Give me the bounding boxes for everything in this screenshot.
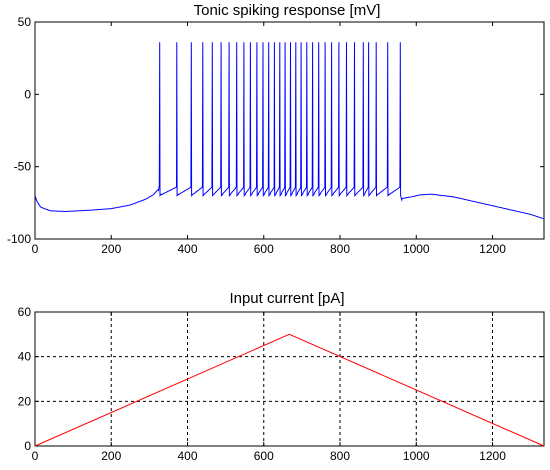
- current-ramp-line: [34, 333, 545, 447]
- voltage-x-tick-label: 800: [330, 242, 350, 256]
- voltage-x-tick-label: 400: [177, 242, 197, 256]
- current-chart-title: Input current [pA]: [229, 290, 344, 307]
- current-x-tick-label: 0: [32, 449, 39, 463]
- voltage-x-tick-label: 1200: [479, 242, 506, 256]
- current-panel: Input current [pA] 0 200 400 600 800 1000 1200…: [18, 290, 545, 463]
- current-y-tick-label: 60: [18, 305, 32, 319]
- current-y-tick-label: 20: [18, 394, 32, 408]
- voltage-x-tick-label: 600: [254, 242, 274, 256]
- voltage-y-tick-label: -100: [7, 232, 31, 246]
- voltage-x-tick-label: 0: [32, 242, 39, 256]
- current-x-tick-label: 800: [330, 449, 350, 463]
- current-x-tick-label: 200: [101, 449, 121, 463]
- current-y-tick-label: 0: [24, 439, 31, 453]
- voltage-y-tick-label: 50: [18, 15, 32, 29]
- current-x-tick-label: 600: [254, 449, 274, 463]
- voltage-x-tick-label: 1000: [403, 242, 430, 256]
- voltage-chart-title: Tonic spiking response [mV]: [194, 2, 381, 19]
- voltage-y-tick-label: 0: [24, 87, 31, 101]
- voltage-trace-line: [34, 42, 545, 220]
- current-x-tick-label: 400: [177, 449, 197, 463]
- current-y-tick-label: 40: [18, 350, 32, 364]
- voltage-x-tick-label: 200: [101, 242, 121, 256]
- voltage-plot-area: [34, 21, 545, 240]
- current-x-tick-label: 1200: [479, 449, 506, 463]
- current-x-tick-label: 1000: [403, 449, 430, 463]
- voltage-panel: Tonic spiking response [mV] 0 200 400 600 80…: [7, 2, 545, 256]
- voltage-y-tick-label: -50: [14, 160, 32, 174]
